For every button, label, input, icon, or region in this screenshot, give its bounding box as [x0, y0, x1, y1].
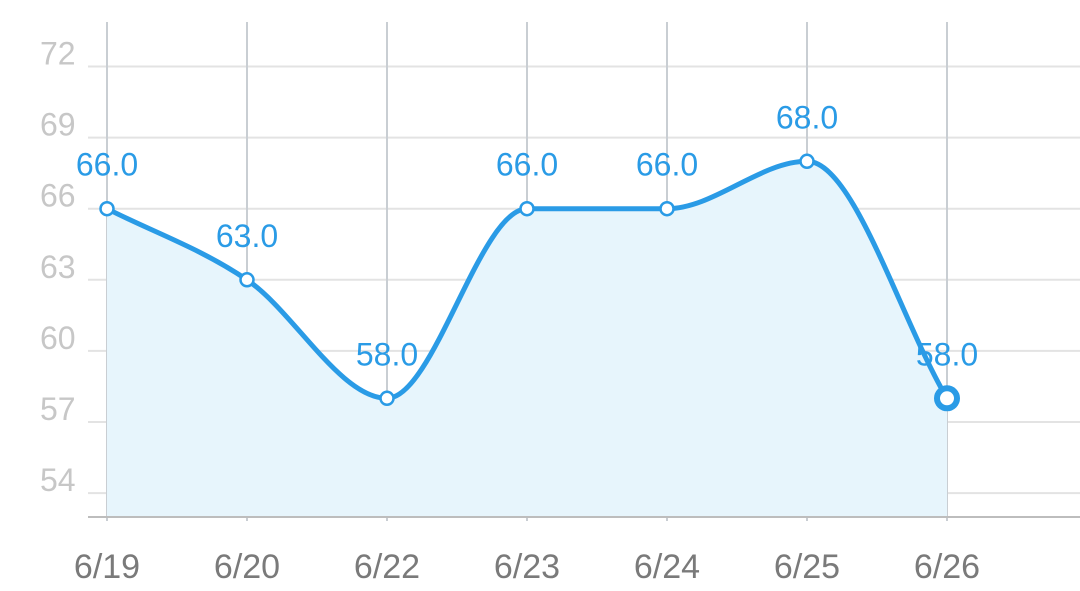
data-value-label: 66.0: [76, 147, 138, 183]
x-tick-label: 6/22: [354, 548, 420, 586]
data-value-label: 58.0: [356, 336, 418, 372]
x-tick-label: 6/23: [494, 548, 560, 586]
y-tick-label: 63: [40, 249, 76, 285]
data-point[interactable]: [379, 390, 395, 407]
axis-layer: 54 57 60 63 66 69 72 6/19 6/20 6/22 6/23 6/24 6/25 6/…: [40, 36, 1080, 586]
data-point-selected[interactable]: [934, 385, 960, 412]
point-layer: [99, 153, 960, 412]
y-tick-label: 60: [40, 320, 76, 356]
y-tick-label: 69: [40, 107, 76, 143]
data-value-label: 66.0: [636, 147, 698, 183]
data-point[interactable]: [659, 200, 675, 217]
x-tick-label: 6/26: [914, 548, 980, 586]
x-tick-label: 6/19: [74, 548, 140, 586]
data-point[interactable]: [99, 200, 115, 217]
data-value-label: 58.0: [916, 336, 978, 372]
data-value-label: 63.0: [216, 218, 278, 254]
y-tick-label: 57: [40, 391, 76, 427]
data-value-label: 66.0: [496, 147, 558, 183]
x-tick-label: 6/20: [214, 548, 280, 586]
data-point[interactable]: [519, 200, 535, 217]
y-tick-label: 72: [40, 36, 76, 72]
x-tick-label: 6/25: [774, 548, 840, 586]
y-tick-label: 54: [40, 462, 76, 498]
label-layer: 66.0 63.0 58.0 66.0 66.0 68.0 58.0: [76, 99, 978, 372]
series-area-fill: [107, 161, 947, 518]
data-point[interactable]: [239, 272, 255, 288]
data-value-label: 68.0: [776, 99, 838, 135]
x-tick-label: 6/24: [634, 548, 700, 586]
data-point[interactable]: [799, 153, 815, 170]
y-tick-label: 66: [40, 178, 76, 214]
area-layer: [107, 161, 947, 518]
